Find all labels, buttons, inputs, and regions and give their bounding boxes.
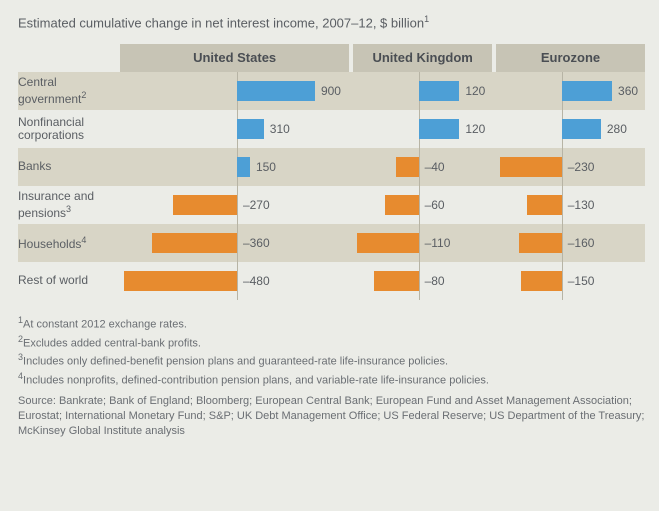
- bar-value: –40: [425, 157, 445, 177]
- bar: [519, 233, 562, 253]
- row-label: Centralgovernment2: [18, 76, 120, 107]
- bar-value: 150: [256, 157, 276, 177]
- bar-value: –360: [243, 233, 270, 253]
- column-header-ez: Eurozone: [496, 44, 645, 72]
- bar: [419, 119, 460, 139]
- bar-value: –480: [243, 271, 270, 291]
- bar-value: –160: [568, 233, 595, 253]
- bar: [173, 195, 237, 215]
- source-text: Source: Bankrate; Bank of England; Bloom…: [18, 394, 645, 439]
- footnote: 3Includes only defined-benefit pension p…: [18, 351, 645, 370]
- bar-value: –110: [425, 233, 451, 253]
- bar-value: –80: [425, 271, 445, 291]
- bar: [237, 157, 250, 177]
- row-label: Insurance andpensions3: [18, 190, 120, 221]
- bar-value: 280: [607, 119, 627, 139]
- row-label: Nonfinancialcorporations: [18, 116, 120, 144]
- row-label: Households4: [18, 235, 120, 252]
- bar-value: –130: [568, 195, 595, 215]
- bar: [562, 119, 601, 139]
- bar: [527, 195, 562, 215]
- footnote: 2Excludes added central-bank profits.: [18, 333, 645, 352]
- bar-value: 120: [465, 81, 485, 101]
- bar-value: 900: [321, 81, 341, 101]
- bar-value: –230: [568, 157, 595, 177]
- bar: [500, 157, 562, 177]
- bar-value: 310: [270, 119, 290, 139]
- bar: [419, 81, 460, 101]
- footnote: 4Includes nonprofits, defined-contributi…: [18, 370, 645, 389]
- row-label: Banks: [18, 160, 120, 174]
- bar: [385, 195, 418, 215]
- bar: [152, 233, 237, 253]
- bar: [357, 233, 418, 253]
- chart-title: Estimated cumulative change in net inter…: [18, 14, 645, 30]
- bar-value: 360: [618, 81, 638, 101]
- footnote: 1At constant 2012 exchange rates.: [18, 314, 645, 333]
- bar: [124, 271, 237, 291]
- bar-value: –270: [243, 195, 270, 215]
- bar: [237, 81, 315, 101]
- bar-value: –60: [425, 195, 445, 215]
- row-label: Rest of world: [18, 274, 120, 288]
- column-header-us: United States: [120, 44, 349, 72]
- footnotes: 1At constant 2012 exchange rates.2Exclud…: [18, 314, 645, 388]
- bar: [521, 271, 561, 291]
- bar-value: –150: [568, 271, 595, 291]
- bar: [374, 271, 419, 291]
- bar: [237, 119, 264, 139]
- bar-chart: United StatesUnited KingdomEurozone Cent…: [18, 44, 645, 300]
- bar: [396, 157, 418, 177]
- column-header-uk: United Kingdom: [353, 44, 492, 72]
- bar: [562, 81, 612, 101]
- bar-value: 120: [465, 119, 485, 139]
